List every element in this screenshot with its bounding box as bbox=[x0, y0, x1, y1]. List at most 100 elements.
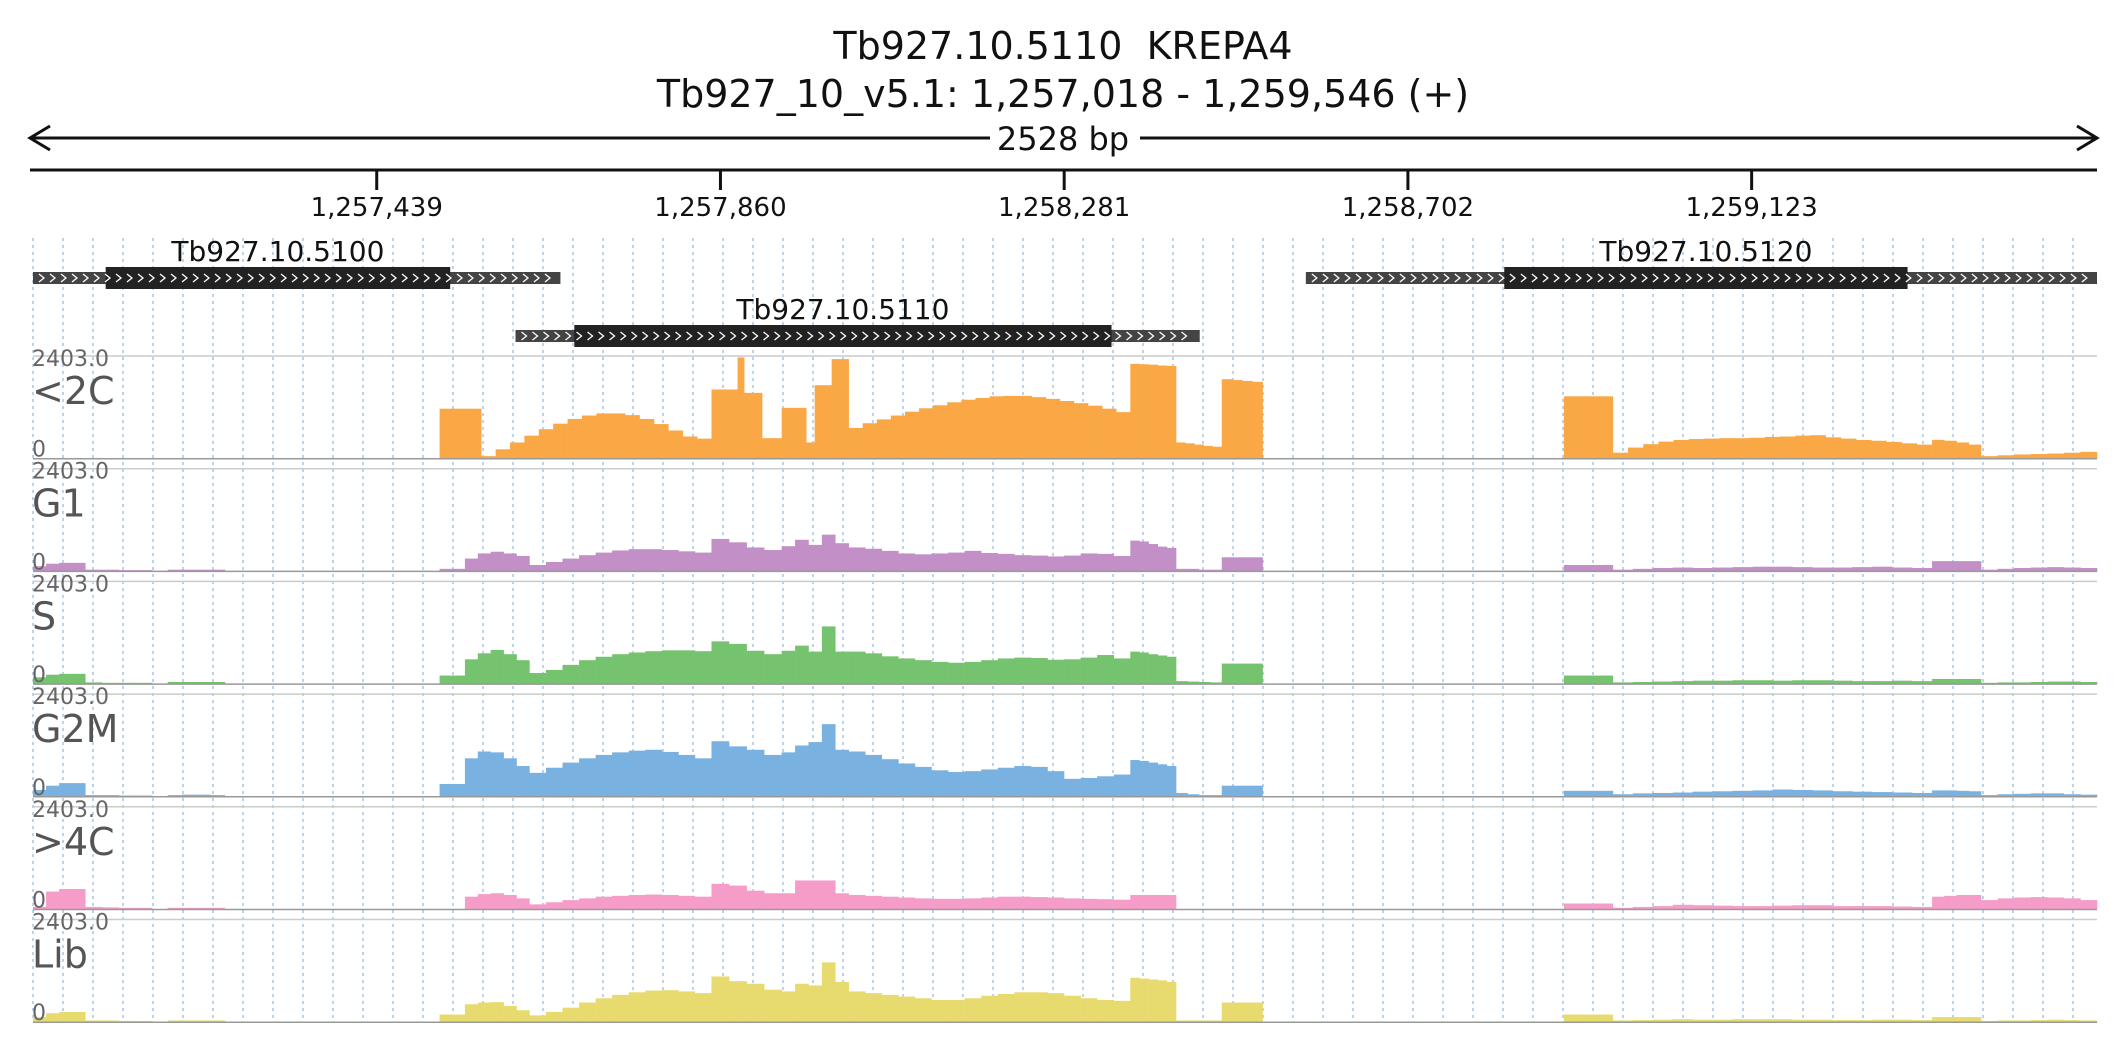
coverage-bar bbox=[1956, 894, 1970, 910]
track-ymin-label: 0 bbox=[32, 1001, 46, 1026]
coverage-bar bbox=[948, 662, 965, 685]
coverage-bar bbox=[1576, 564, 1589, 572]
strand-chevron bbox=[1016, 331, 1023, 341]
coverage-bar bbox=[764, 754, 782, 797]
coverage-bar bbox=[682, 436, 698, 459]
coverage-bar bbox=[1212, 446, 1223, 459]
coverage-bar bbox=[1732, 567, 1753, 572]
coverage-bar bbox=[1194, 444, 1204, 459]
coverage-bar bbox=[821, 626, 836, 685]
gene-label: Tb927.10.5110 bbox=[735, 293, 949, 326]
coverage-bar bbox=[989, 396, 1004, 459]
coverage-bar bbox=[964, 771, 982, 797]
coverage-bar bbox=[562, 762, 580, 797]
coverage-bar bbox=[1576, 396, 1589, 459]
coverage-bar bbox=[865, 993, 883, 1023]
strand-chevron bbox=[1421, 273, 1428, 283]
coverage-bar bbox=[2047, 681, 2065, 685]
coverage-bar bbox=[1176, 792, 1188, 797]
coverage-bar bbox=[1130, 540, 1140, 572]
strand-chevron bbox=[664, 331, 671, 341]
strand-chevron bbox=[697, 331, 704, 341]
coverage-bar bbox=[59, 783, 73, 797]
strand-chevron bbox=[302, 273, 310, 283]
coverage-bar bbox=[464, 558, 479, 572]
coverage-bar bbox=[2063, 452, 2081, 459]
strand-chevron bbox=[82, 273, 90, 283]
coverage-bar bbox=[1130, 894, 1140, 910]
coverage-bar bbox=[182, 794, 197, 797]
coverage-bar bbox=[1030, 766, 1048, 797]
coverage-bar bbox=[1064, 555, 1081, 572]
coverage-bar bbox=[1632, 681, 1654, 685]
strand-chevron bbox=[1148, 331, 1155, 341]
coverage-bar bbox=[823, 385, 832, 459]
coverage-bar bbox=[1852, 681, 1873, 685]
gene-model: Tb927.10.5120 bbox=[1305, 235, 2097, 289]
coverage-bar bbox=[795, 983, 809, 1023]
coverage-bar bbox=[85, 682, 103, 685]
coverage-bar bbox=[196, 569, 211, 572]
coverage-bar bbox=[1712, 680, 1733, 685]
coverage-bar bbox=[1912, 567, 1933, 572]
coverage-bar bbox=[2030, 567, 2048, 572]
strand-chevron bbox=[1927, 273, 1934, 283]
coverage-bar bbox=[510, 442, 525, 459]
coverage-bar bbox=[898, 996, 916, 1023]
coverage-bar bbox=[529, 564, 547, 572]
coverage-bar bbox=[529, 904, 547, 910]
coverage-bar bbox=[1956, 442, 1970, 459]
strand-chevron bbox=[522, 273, 530, 283]
coverage-bar bbox=[1221, 379, 1233, 459]
strand-chevron bbox=[1027, 331, 1034, 341]
strand-chevron bbox=[192, 273, 200, 283]
coverage-bar bbox=[1139, 364, 1149, 459]
coverage-bar bbox=[1176, 681, 1188, 685]
strand-chevron bbox=[423, 273, 431, 283]
coverage-bar bbox=[1704, 438, 1720, 459]
strand-chevron bbox=[313, 273, 321, 283]
strand-chevron bbox=[2081, 273, 2088, 283]
coverage-bar bbox=[595, 998, 613, 1023]
coverage-bar bbox=[2063, 794, 2081, 797]
coverage-bar bbox=[835, 543, 849, 572]
coverage-bar bbox=[2030, 793, 2048, 797]
strand-chevron bbox=[489, 273, 497, 283]
track-name-label: G2M bbox=[32, 707, 118, 751]
coverage-bar bbox=[439, 568, 453, 572]
coverage-bar bbox=[835, 749, 849, 797]
coverage-bar bbox=[808, 742, 823, 797]
coverage-bar bbox=[764, 654, 782, 685]
coverage-bar bbox=[653, 424, 669, 459]
coverage-bar bbox=[729, 542, 747, 572]
strand-chevron bbox=[71, 273, 79, 283]
coverage-bar bbox=[182, 569, 197, 572]
coverage-bar bbox=[1652, 1019, 1673, 1023]
coverage-bar bbox=[1672, 1019, 1693, 1023]
coverage-bar bbox=[746, 749, 765, 797]
coverage-bar bbox=[1198, 1020, 1211, 1023]
coverage-bar bbox=[85, 906, 103, 910]
coverage-bar bbox=[881, 896, 899, 910]
coverage-bar bbox=[59, 1011, 73, 1023]
coverage-bar bbox=[737, 357, 745, 459]
coverage-bar bbox=[1852, 567, 1873, 572]
coverage-bar bbox=[612, 752, 630, 797]
coverage-bar bbox=[1672, 904, 1693, 910]
strand-chevron bbox=[851, 331, 858, 341]
coverage-bar bbox=[2030, 681, 2048, 685]
coverage-bar bbox=[1030, 555, 1048, 572]
coverage-bar bbox=[503, 654, 517, 685]
span-arrow-left-head bbox=[27, 124, 51, 152]
strand-chevron bbox=[1806, 273, 1813, 283]
strand-chevron bbox=[1104, 331, 1111, 341]
coverage-bar bbox=[477, 553, 492, 572]
track-name-label: S bbox=[32, 594, 56, 638]
coverage-bar bbox=[1968, 791, 1982, 797]
coverage-bar bbox=[840, 359, 849, 459]
strand-chevron bbox=[609, 331, 616, 341]
coverage-bar bbox=[1198, 795, 1211, 797]
coverage-bar bbox=[1872, 906, 1893, 910]
coverage-bar bbox=[808, 985, 823, 1023]
